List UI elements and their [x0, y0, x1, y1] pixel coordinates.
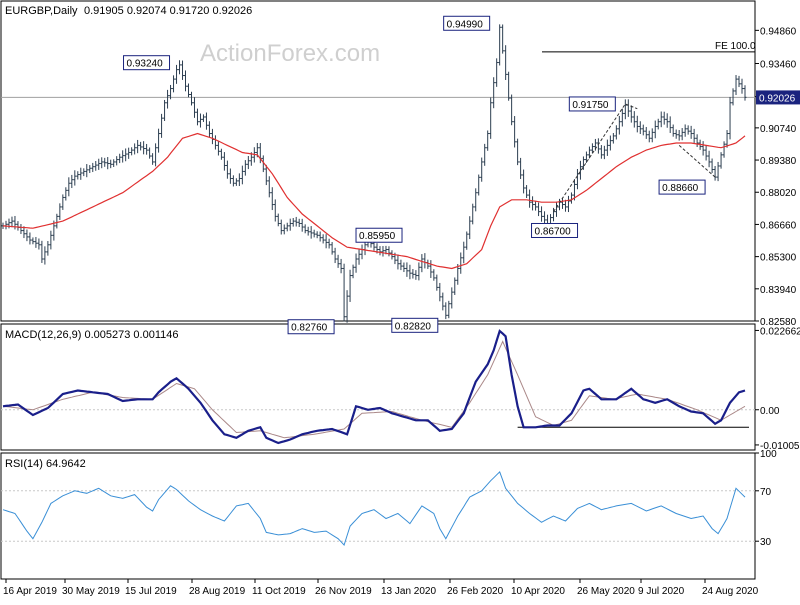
- x-tick-label: 13 Jan 2020: [381, 586, 436, 597]
- x-tick-label: 15 Jul 2019: [125, 586, 177, 597]
- price-annotation-box: [123, 55, 171, 71]
- price-layer: [1, 24, 755, 323]
- price-annotation-box: [531, 222, 579, 238]
- x-tick-label: 16 Apr 2019: [3, 586, 57, 597]
- price-annotation-box: [443, 15, 491, 31]
- price-annotation-label: 0.82760: [291, 323, 328, 334]
- rsi-panel: [0, 452, 756, 580]
- price-y-tick-label: 0.82580: [760, 317, 797, 328]
- price-y-tick-label: 0.94860: [760, 26, 797, 37]
- macd-line: [2, 329, 746, 445]
- price-annotation-label: 0.91750: [572, 100, 609, 111]
- ohlc-label: 0.91905 0.92074 0.91720 0.92026: [84, 5, 252, 17]
- price-annotation-label: 0.85950: [359, 231, 396, 242]
- x-tick-label: 26 May 2020: [577, 586, 635, 597]
- x-tick-label: 9 Jul 2020: [638, 586, 685, 597]
- price-annotation-box: [287, 319, 335, 335]
- price-annotation-box: [391, 317, 439, 333]
- price-annotation-box: [568, 96, 616, 112]
- macd-title: MACD(12,26,9) 0.005273 0.001146: [5, 329, 178, 341]
- x-tick-label: 28 Aug 2019: [189, 586, 246, 597]
- price-y-tick-label: 0.90740: [760, 124, 797, 135]
- price-y-tick-label: 0.89380: [760, 156, 797, 167]
- axis-layer: 0.948600.934600.920600.907400.893800.880…: [3, 26, 800, 597]
- macd-layer: [2, 329, 749, 445]
- price-annotation-label: 0.82820: [395, 321, 432, 332]
- rsi-y-tick-label: 30: [760, 537, 772, 548]
- price-annotation-box: [658, 179, 706, 195]
- price-y-tick-label: 0.85300: [760, 253, 797, 264]
- price-annotation-box: [355, 227, 403, 243]
- rsi-title: RSI(14) 64.9642: [5, 458, 86, 470]
- x-tick-label: 26 Nov 2019: [315, 586, 372, 597]
- macd-signal-line: [2, 340, 746, 439]
- rsi-layer: [2, 471, 746, 546]
- price-annotation-label: 0.93240: [127, 59, 164, 70]
- grid-layer: [1, 96, 755, 542]
- x-tick-label: 11 Oct 2019: [252, 586, 306, 597]
- price-y-tick-label: 0.83940: [760, 285, 797, 296]
- rsi-line: [2, 471, 746, 546]
- macd-panel: [0, 323, 756, 451]
- price-y-tick-label: 0.93460: [760, 59, 797, 70]
- price-annotation-label: 0.86700: [535, 226, 572, 237]
- watermark: ActionForex.com: [200, 40, 380, 67]
- symbol-label: EURGBP,Daily: [5, 5, 78, 17]
- fe-label: FE 100.0: [715, 41, 756, 52]
- x-tick-label: 30 May 2019: [62, 586, 120, 597]
- current-price-badge: [756, 90, 800, 105]
- price-y-tick-label: 0.88020: [760, 188, 797, 199]
- x-tick-label: 26 Feb 2020: [447, 586, 504, 597]
- rsi-y-tick-label: 100: [760, 449, 777, 460]
- price-panel: [0, 0, 756, 322]
- rsi-y-tick-label: 70: [760, 487, 772, 498]
- macd-y-tick-label: 0.00: [760, 406, 780, 417]
- price-annotation-label: 0.94990: [447, 19, 484, 30]
- macd-y-tick-label: -0.010052: [760, 441, 800, 452]
- moving-average-line: [2, 132, 746, 270]
- price-y-tick-label: 0.86660: [760, 220, 797, 231]
- x-tick-label: 24 Aug 2020: [702, 586, 759, 597]
- label-layer: 0.92026 FE 100.0 0.94990 0.93240 0.91750 0.88…: [123, 15, 800, 335]
- x-tick-label: 10 Apr 2020: [511, 586, 565, 597]
- price-annotation-label: 0.88660: [662, 183, 699, 194]
- current-price-label: 0.92026: [759, 93, 796, 104]
- wave-dashed-line: [678, 145, 716, 178]
- macd-y-tick-label: 0.022662: [760, 326, 800, 337]
